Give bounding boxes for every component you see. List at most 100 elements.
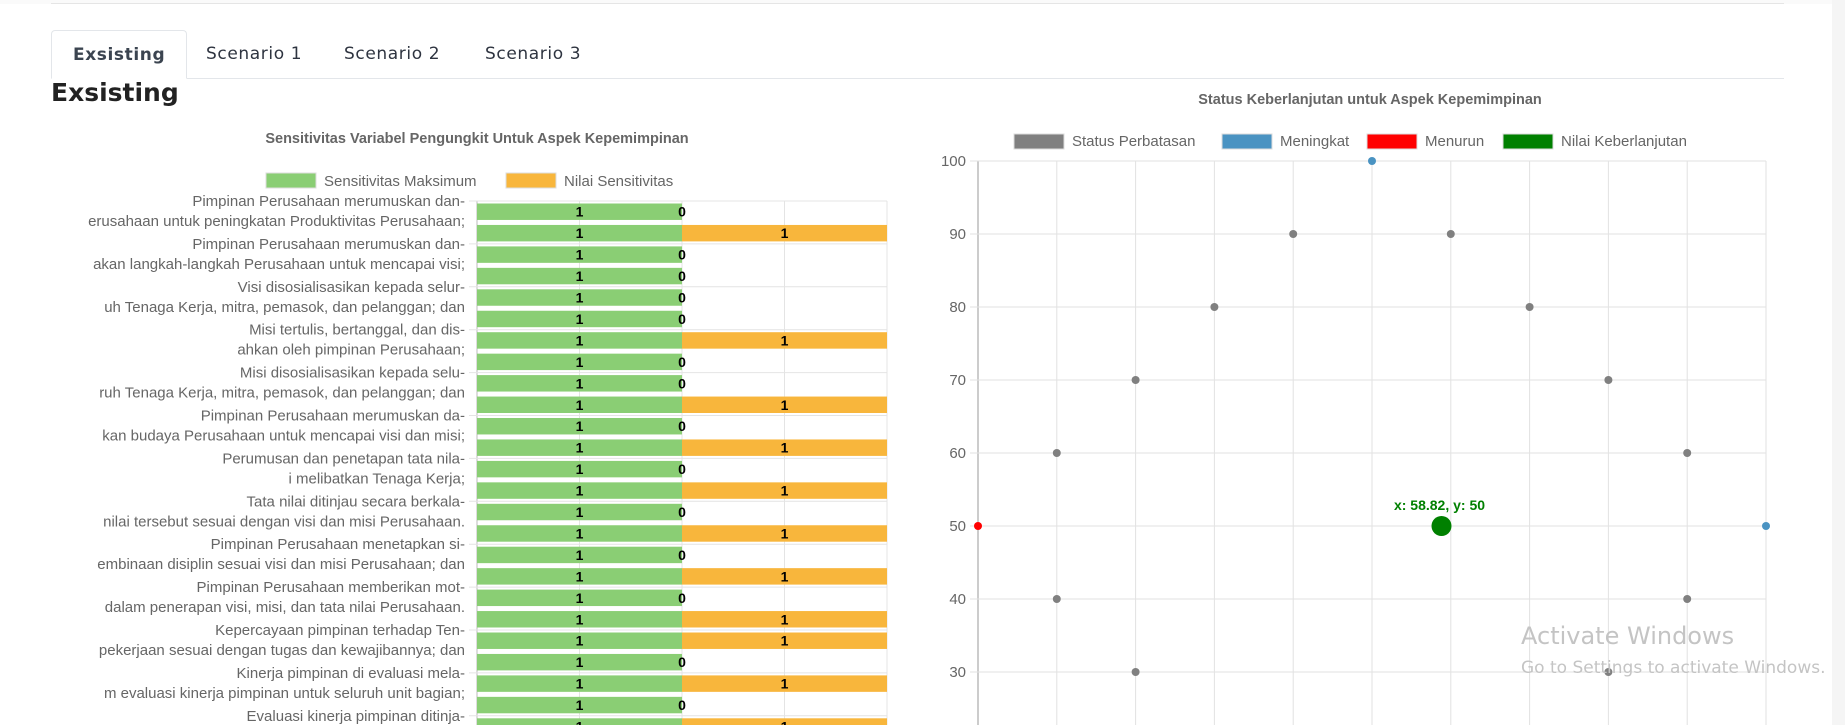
bar-nilai-sensitivitas — [682, 611, 887, 628]
bar-data-label: 1 — [576, 332, 584, 348]
tab-scenario-2[interactable]: Scenario 2 — [344, 44, 441, 64]
bar-nilai-sensitivitas — [682, 482, 887, 499]
bar-data-label: 1 — [576, 568, 584, 584]
category-label: kan budaya Perusahaan untuk mencapai vis… — [102, 428, 465, 445]
legend-swatch-0 — [1013, 133, 1065, 150]
bar-data-label: 1 — [781, 225, 789, 241]
activate-windows-title: Activate Windows — [1521, 622, 1735, 650]
point-status-perbatasan — [1210, 303, 1219, 311]
point-status-perbatasan — [1525, 303, 1534, 311]
category-label: Pimpinan Perusahaan menetapkan si- — [211, 536, 465, 553]
point-status-perbatasan — [1683, 595, 1692, 603]
bar-data-label: 0 — [678, 547, 686, 563]
bar-data-label: 1 — [576, 590, 584, 606]
bar-data-label: 1 — [781, 633, 789, 649]
category-label: Evaluasi kinerja pimpinan ditinja- — [247, 708, 465, 725]
bar-data-label: 1 — [576, 525, 584, 541]
bar-sensitivitas-maksimum — [477, 224, 682, 242]
bar-data-label: 1 — [576, 418, 584, 434]
bar-data-label: 1 — [576, 697, 584, 713]
legend-swatch-1 — [1221, 133, 1273, 150]
bar-sensitivitas-maksimum — [477, 289, 682, 306]
point-status-perbatasan — [1131, 668, 1140, 676]
category-label: Perumusan dan penetapan tata nila- — [222, 450, 465, 467]
y-tick-label: 80 — [949, 299, 966, 316]
category-label: Misi disosialisasikan kepada selu- — [240, 365, 465, 382]
bar-sensitivitas-maksimum — [477, 203, 682, 220]
bar-sensitivitas-maksimum — [477, 696, 682, 714]
bar-data-label: 1 — [576, 719, 584, 725]
bar-data-label: 1 — [781, 719, 789, 725]
bar-nilai-sensitivitas — [682, 568, 887, 585]
bar-sensitivitas-maksimum — [477, 589, 682, 607]
bar-data-label: 1 — [576, 611, 584, 627]
category-label: m evaluasi kinerja pimpinan untuk seluru… — [104, 685, 465, 702]
y-tick-label: 90 — [949, 226, 966, 243]
bar-chart-bars: 1 0 1 1 1 0 1 0 1 0 1 0 1 1 1 0 1 0 1 1 1 0 1 1 1 0 1 1 1 0 1 1 1 0 1 1 1 0 1 1… — [477, 203, 887, 725]
scatter-chart-legend: Status Perbatasan Meningkat Menurun Nilai K… — [1013, 133, 1687, 150]
bar-sensitivitas-maksimum — [477, 503, 682, 521]
y-tick-label: 30 — [949, 664, 966, 681]
sustainability-scatter-chart: Status Keberlanjutan untuk Aspek Kepemim… — [941, 92, 1770, 725]
bar-sensitivitas-maksimum — [477, 632, 682, 649]
bar-chart-category-labels: Pimpinan Perusahaan merumuskan dan-erusa… — [88, 193, 465, 725]
point-status-perbatasan — [1052, 449, 1061, 457]
bar-nilai-sensitivitas — [682, 332, 887, 349]
point-status-perbatasan — [1604, 668, 1613, 676]
bar-sensitivitas-maksimum — [477, 568, 682, 585]
y-tick-label: 100 — [941, 153, 966, 170]
legend-label-1: Nilai Sensitivitas — [564, 173, 673, 190]
bar-nilai-sensitivitas — [682, 675, 887, 692]
bar-data-label: 1 — [781, 397, 789, 413]
bar-data-label: 0 — [678, 247, 686, 263]
bar-data-label: 1 — [781, 611, 789, 627]
scenario-tabs: Exsisting Scenario 1 Scenario 2 Scenario… — [51, 30, 1784, 79]
point-menurun — [974, 522, 982, 530]
tab-scenario-3[interactable]: Scenario 3 — [485, 44, 582, 64]
scatter-chart-grid: 100 90 80 70 60 50 40 30 — [941, 153, 1767, 725]
bar-sensitivitas-maksimum — [477, 267, 682, 285]
tab-scenario-1[interactable]: Scenario 1 — [206, 44, 303, 64]
category-label: Kepercayaan pimpinan terhadap Ten- — [215, 622, 465, 639]
bar-nilai-sensitivitas — [682, 525, 887, 542]
bar-data-label: 0 — [678, 654, 686, 670]
bar-chart-legend: Sensitivitas Maksimum Nilai Sensitivitas — [265, 172, 673, 190]
category-label: Pimpinan Perusahaan merumuskan da- — [201, 408, 465, 425]
category-label: Pimpinan Perusahaan memberikan mot- — [197, 579, 465, 596]
legend-swatch-0 — [265, 172, 317, 189]
legend-label-0: Status Perbatasan — [1072, 133, 1195, 150]
bar-data-label: 0 — [678, 697, 686, 713]
bar-data-label: 1 — [576, 483, 584, 499]
point-status-perbatasan — [1683, 449, 1692, 457]
top-divider — [51, 3, 1784, 4]
bar-nilai-sensitivitas — [682, 632, 887, 649]
category-label: Pimpinan Perusahaan merumuskan dan- — [192, 236, 465, 253]
category-label: ruh Tenaga Kerja, mitra, pemasok, dan pe… — [99, 385, 465, 402]
bar-data-label: 1 — [576, 311, 584, 327]
bar-data-label: 0 — [678, 504, 686, 520]
bar-sensitivitas-maksimum — [477, 460, 682, 478]
bar-nilai-sensitivitas — [682, 718, 887, 725]
bar-sensitivitas-maksimum — [477, 653, 682, 671]
bar-data-label: 1 — [576, 504, 584, 520]
point-annotation: x: 58.82, y: 50 — [1394, 497, 1485, 513]
tab-exsisting[interactable]: Exsisting — [51, 30, 188, 79]
point-status-perbatasan — [1289, 230, 1298, 238]
category-label: akan langkah-langkah Perusahaan untuk me… — [93, 256, 465, 273]
bar-sensitivitas-maksimum — [477, 525, 682, 542]
bar-data-label: 0 — [678, 204, 686, 220]
bar-sensitivitas-maksimum — [477, 418, 682, 435]
activate-windows-subtitle: Go to Settings to activate Windows. — [1521, 658, 1826, 678]
bar-sensitivitas-maksimum — [477, 546, 682, 564]
legend-label-3: Nilai Keberlanjutan — [1561, 133, 1687, 150]
y-tick-label: 40 — [949, 591, 966, 608]
bar-data-label: 1 — [576, 225, 584, 241]
bar-data-label: 1 — [576, 375, 584, 391]
bar-data-label: 1 — [576, 247, 584, 263]
category-label: nilai tersebut sesuai dengan visi dan mi… — [103, 513, 465, 530]
bar-sensitivitas-maksimum — [477, 396, 682, 413]
category-label: i melibatkan Tenaga Kerja; — [289, 470, 466, 487]
legend-swatch-1 — [505, 172, 557, 189]
point-status-perbatasan — [1604, 376, 1613, 384]
bar-sensitivitas-maksimum — [477, 439, 682, 456]
